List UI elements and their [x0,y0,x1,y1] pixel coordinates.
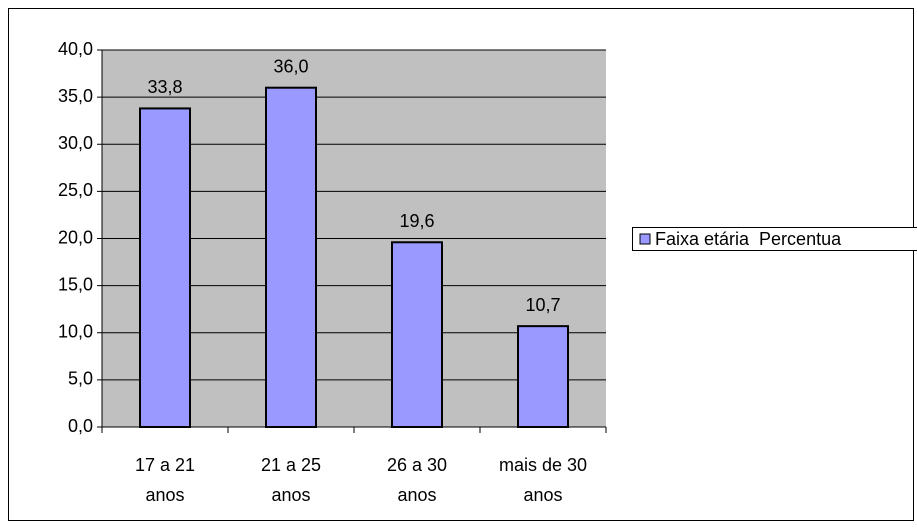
x-tick-label: 26 a 30 anos [386,455,448,505]
legend-swatch [639,233,651,245]
legend-box [632,227,917,251]
y-tick-label: 20,0 [58,227,93,247]
y-tick-label: 0,0 [68,416,93,436]
data-label: 33,8 [147,77,182,97]
x-tick-label: mais de 30 anos [498,455,588,505]
bar [517,325,569,428]
y-tick-label: 35,0 [58,86,93,106]
x-tick-label: 21 a 25 anos [260,455,322,505]
y-tick-label: 5,0 [68,369,93,389]
y-tick-label: 25,0 [58,180,93,200]
y-tick-label: 30,0 [58,133,93,153]
data-label: 10,7 [525,295,560,315]
legend-label: Faixa etária Percentua [655,229,842,249]
data-label: 19,6 [399,211,434,231]
y-tick-label: 15,0 [58,274,93,294]
y-tick-label: 40,0 [58,39,93,59]
bar [139,107,191,428]
y-tick-label: 10,0 [58,322,93,342]
x-tick-label: 17 a 21 anos [134,455,196,505]
bar [391,241,443,428]
data-label: 36,0 [273,56,308,76]
bar [265,86,317,428]
